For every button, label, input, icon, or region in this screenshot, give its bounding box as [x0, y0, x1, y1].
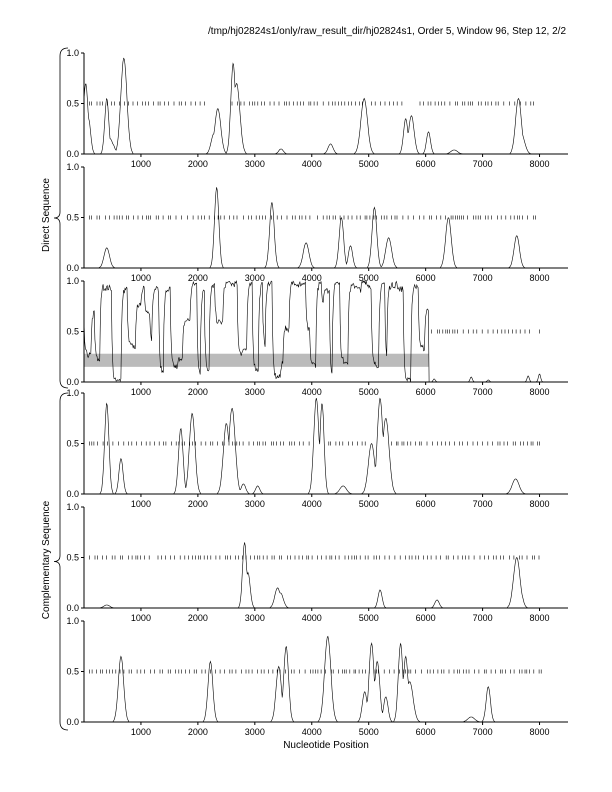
x-tick-label: 8000: [530, 273, 550, 283]
x-tick-label: 4000: [302, 387, 322, 397]
stop-marks: [431, 329, 540, 334]
x-tick-label: 7000: [473, 387, 493, 397]
x-tick-label: 8000: [530, 499, 550, 509]
y-tick-label: 0.5: [66, 439, 79, 449]
x-tick-label: 3000: [245, 159, 265, 169]
x-tick-label: 3000: [245, 499, 265, 509]
x-tick-label: 6000: [416, 387, 436, 397]
x-tick-label: 2000: [188, 273, 208, 283]
x-tick-label: 5000: [359, 727, 379, 737]
page-header: /tmp/hj02824s1/only/raw_result_dir/hj028…: [208, 26, 566, 37]
stop-marks: [89, 669, 542, 674]
x-tick-label: 7000: [473, 727, 493, 737]
y-tick-label: 0.0: [66, 489, 79, 499]
x-tick-label: 3000: [245, 387, 265, 397]
y-tick-label: 0.0: [66, 149, 79, 159]
x-tick-label: 7000: [473, 613, 493, 623]
stop-marks: [89, 215, 536, 220]
x-tick-label: 2000: [188, 613, 208, 623]
series-line: [83, 279, 568, 383]
group-label-complementary: Complementary Sequence: [41, 500, 52, 619]
x-tick-label: 1000: [131, 159, 151, 169]
x-tick-label: 2000: [188, 499, 208, 509]
series-line: [84, 397, 568, 495]
x-tick-label: 1000: [131, 387, 151, 397]
x-tick-label: 6000: [416, 727, 436, 737]
x-tick-label: 6000: [416, 499, 436, 509]
x-tick-label: 8000: [530, 387, 550, 397]
highlight-band: [84, 353, 429, 367]
y-tick-label: 0.5: [66, 327, 79, 337]
stop-marks: [89, 555, 540, 560]
x-tick-label: 6000: [416, 613, 436, 623]
x-tick-label: 4000: [302, 499, 322, 509]
x-tick-label: 1000: [131, 613, 151, 623]
x-tick-label: 4000: [302, 613, 322, 623]
y-tick-label: 1.0: [66, 502, 79, 512]
series-line: [84, 187, 568, 269]
x-tick-label: 1000: [131, 273, 151, 283]
x-tick-label: 4000: [302, 727, 322, 737]
x-tick-label: 6000: [416, 273, 436, 283]
y-tick-label: 0.0: [66, 263, 79, 273]
x-tick-label: 8000: [530, 727, 550, 737]
x-tick-label: 8000: [530, 159, 550, 169]
series-line: [84, 542, 568, 609]
group-label-direct: Direct Sequence: [41, 178, 52, 252]
x-tick-label: 2000: [188, 387, 208, 397]
y-tick-label: 1.0: [66, 276, 79, 286]
x-tick-label: 5000: [359, 613, 379, 623]
x-tick-label: 5000: [359, 387, 379, 397]
y-tick-label: 0.5: [66, 553, 79, 563]
series-line: [83, 57, 568, 155]
y-tick-label: 0.0: [66, 377, 79, 387]
y-tick-label: 0.0: [66, 603, 79, 613]
x-tick-label: 7000: [473, 159, 493, 169]
series-line: [84, 635, 568, 723]
stop-marks: [89, 101, 534, 106]
x-tick-label: 3000: [245, 273, 265, 283]
x-tick-label: 8000: [530, 613, 550, 623]
y-tick-label: 0.5: [66, 99, 79, 109]
x-tick-label: 3000: [245, 727, 265, 737]
x-tick-label: 3000: [245, 613, 265, 623]
x-tick-label: 7000: [473, 273, 493, 283]
x-tick-label: 6000: [416, 159, 436, 169]
y-tick-label: 1.0: [66, 616, 79, 626]
y-tick-label: 1.0: [66, 388, 79, 398]
x-tick-label: 5000: [359, 159, 379, 169]
x-tick-label: 5000: [359, 499, 379, 509]
x-tick-label: 1000: [131, 499, 151, 509]
y-tick-label: 1.0: [66, 162, 79, 172]
direct-brace: [53, 47, 69, 389]
x-tick-label: 5000: [359, 273, 379, 283]
x-axis-title: Nucleotide Position: [283, 740, 369, 751]
x-tick-label: 7000: [473, 499, 493, 509]
y-tick-label: 1.0: [66, 48, 79, 58]
y-tick-label: 0.5: [66, 667, 79, 677]
stop-marks: [89, 441, 540, 446]
x-tick-label: 2000: [188, 159, 208, 169]
y-tick-label: 0.5: [66, 213, 79, 223]
y-tick-label: 0.0: [66, 717, 79, 727]
x-tick-label: 4000: [302, 273, 322, 283]
x-tick-label: 1000: [131, 727, 151, 737]
x-tick-label: 2000: [188, 727, 208, 737]
complementary-brace: [53, 392, 69, 731]
x-tick-label: 4000: [302, 159, 322, 169]
